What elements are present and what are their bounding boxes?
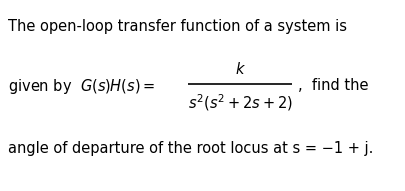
Text: ,  find the: , find the [298,79,369,94]
Text: The open-loop transfer function of a system is: The open-loop transfer function of a sys… [8,19,347,34]
Text: given by  $G(s)H(s) =$: given by $G(s)H(s) =$ [8,77,155,96]
Text: $k$: $k$ [234,61,245,77]
Text: $s^2(s^2 + 2s + 2)$: $s^2(s^2 + 2s + 2)$ [188,93,292,113]
Text: angle of departure of the root locus at s = −1 + j.: angle of departure of the root locus at … [8,142,373,156]
